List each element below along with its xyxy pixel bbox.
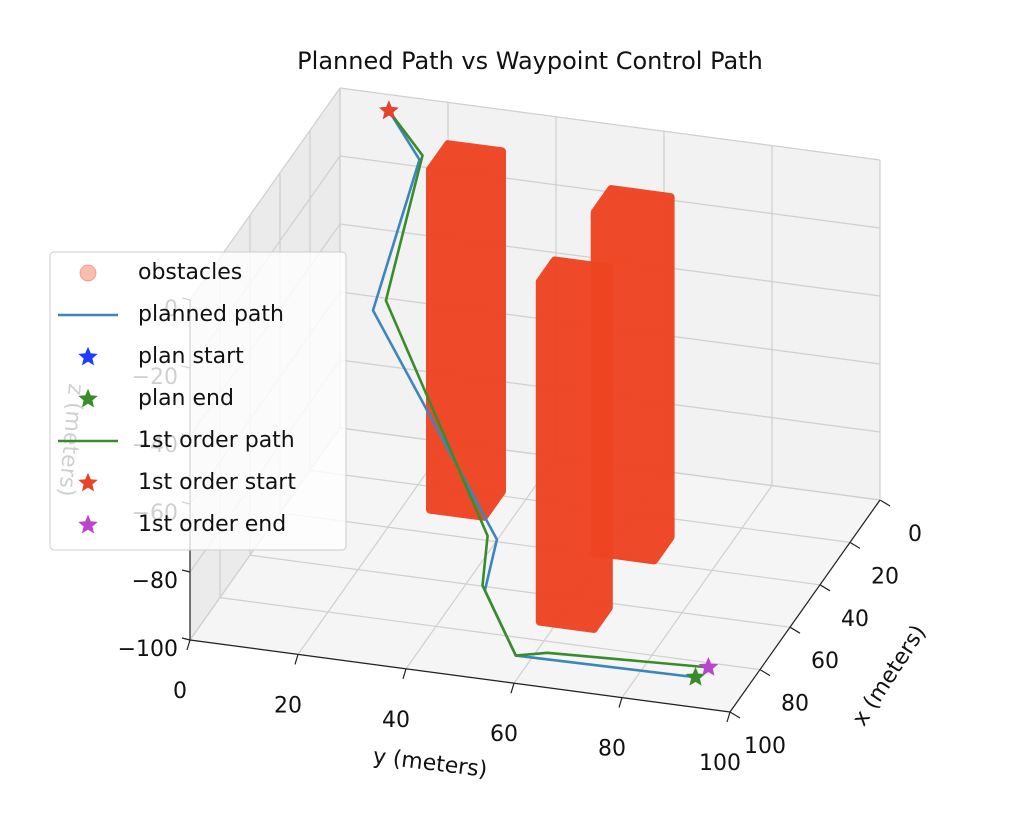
grid-line xyxy=(405,456,557,670)
marker xyxy=(698,657,719,676)
obstacle xyxy=(535,256,613,633)
tick-mark xyxy=(729,711,741,719)
tick-mark xyxy=(726,711,731,723)
x-tick-label: 80 xyxy=(781,692,809,717)
tick-mark xyxy=(789,626,801,634)
y-tick-label: 60 xyxy=(490,722,518,747)
tick-mark xyxy=(510,683,515,694)
z-tick-label: −80 xyxy=(132,569,178,594)
x-tick-label: 40 xyxy=(841,607,869,632)
path-line xyxy=(384,109,709,669)
tick-mark xyxy=(294,654,299,665)
tick-mark xyxy=(849,541,861,549)
z-tick-label: −100 xyxy=(118,637,178,662)
tick-mark xyxy=(186,639,191,651)
tick-mark xyxy=(181,637,191,641)
y-tick-label: 20 xyxy=(274,693,302,718)
legend-label: planned path xyxy=(138,302,284,327)
marker xyxy=(379,100,399,120)
axis-line xyxy=(189,639,731,713)
axis-line xyxy=(729,499,881,713)
chart-title: Planned Path vs Waypoint Control Path xyxy=(297,47,763,75)
legend: obstacles planned path plan start plan end 1… xyxy=(49,251,347,551)
legend-marker xyxy=(78,472,98,492)
legend-label: plan start xyxy=(138,344,244,369)
legend-marker xyxy=(78,388,98,408)
tick-mark xyxy=(879,499,891,507)
legend-marker xyxy=(78,346,98,366)
y-tick-label: 40 xyxy=(382,708,410,733)
legend-marker xyxy=(79,264,97,282)
legend-label: obstacles xyxy=(138,260,242,285)
legend-label: 1st order path xyxy=(138,428,295,453)
grid-line xyxy=(339,87,881,161)
y-tick-label: 80 xyxy=(598,737,626,762)
y-tick-label: 0 xyxy=(173,679,187,704)
x-tick-label: 0 xyxy=(908,522,922,547)
legend-marker xyxy=(78,514,98,534)
tick-mark xyxy=(618,697,623,708)
floor-pane xyxy=(190,428,880,712)
obstacle xyxy=(426,140,506,521)
y-tick-label: 100 xyxy=(699,751,741,776)
tick-mark xyxy=(819,584,831,592)
legend-label: 1st order end xyxy=(138,512,286,537)
x-tick-label: 100 xyxy=(744,734,786,759)
y-axis-label: y (meters) xyxy=(372,744,489,783)
tick-mark xyxy=(181,569,191,573)
x-tick-label: 20 xyxy=(871,564,899,589)
grid-line xyxy=(249,554,791,628)
grid-line xyxy=(297,442,449,655)
legend-label: plan end xyxy=(138,386,234,411)
grid-line xyxy=(219,597,761,671)
marker xyxy=(685,666,706,686)
x-axis-label: x (meters) xyxy=(848,621,931,731)
tick-mark xyxy=(759,669,771,677)
legend-box xyxy=(49,251,347,551)
legend-label: 1st order start xyxy=(138,470,296,495)
x-tick-label: 60 xyxy=(811,649,839,674)
tick-mark xyxy=(402,668,407,679)
